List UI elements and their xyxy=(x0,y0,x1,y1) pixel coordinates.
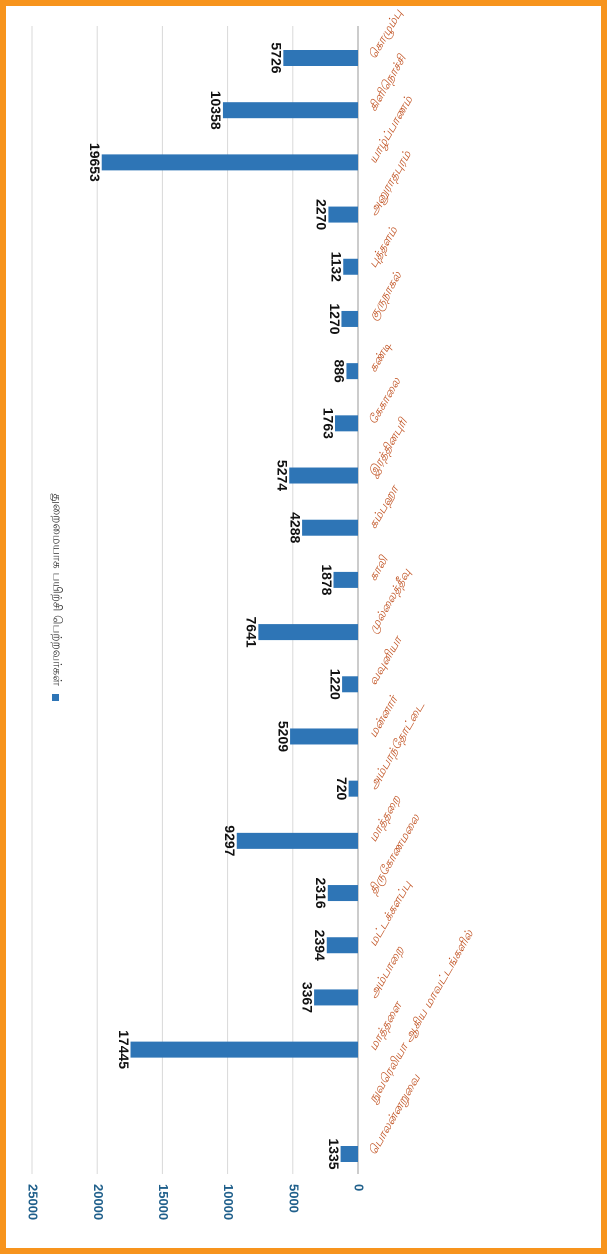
tick-labels: 0 5000 10000 15000 20000 25000 xyxy=(26,1184,367,1220)
bar xyxy=(314,989,358,1006)
category-label: புத்தளம் xyxy=(366,224,402,271)
category-label: கம்பஹா xyxy=(366,482,403,532)
category-label: வவுனியா xyxy=(366,632,406,687)
y-tick-label: 0 xyxy=(352,1184,367,1191)
bar xyxy=(302,519,358,536)
bar-value-label: 7641 xyxy=(244,617,260,648)
bar xyxy=(283,50,358,66)
y-tick-label: 25000 xyxy=(26,1184,41,1220)
bar xyxy=(340,1146,358,1162)
bar xyxy=(290,728,358,745)
bar-value-label: 3367 xyxy=(299,982,315,1013)
bar-value-label: 1763 xyxy=(320,408,336,439)
bar-value-label: 1335 xyxy=(326,1138,342,1169)
bar xyxy=(327,885,358,902)
y-tick-label: 20000 xyxy=(91,1184,106,1220)
bar xyxy=(328,206,358,223)
bar xyxy=(101,154,358,171)
bars xyxy=(101,50,358,1162)
bar xyxy=(326,937,358,954)
category-label: அம்பாறை xyxy=(366,943,408,1001)
bar-value-label: 2394 xyxy=(312,930,328,961)
bar-value-label: 17445 xyxy=(116,1030,132,1069)
bar xyxy=(222,102,358,119)
y-tick-label: 5000 xyxy=(286,1184,301,1213)
bar-value-label: 5209 xyxy=(275,721,291,752)
category-label: கண்டி xyxy=(366,339,395,375)
bar-value-label: 1220 xyxy=(327,669,343,700)
bar xyxy=(236,832,358,849)
bar xyxy=(346,363,358,380)
bar xyxy=(258,624,358,641)
bar-value-label: 10358 xyxy=(208,91,224,130)
bar xyxy=(289,467,358,484)
legend-swatch xyxy=(52,694,59,701)
category-label: குருநாகல் xyxy=(366,268,407,323)
category-labels: பொலன்னறுவைநுவரெலியா ஆகிய மாவட்டங்களில்மா… xyxy=(365,6,478,1158)
bar-value-label: 2316 xyxy=(313,877,329,908)
bar-value-label: 2270 xyxy=(314,199,330,230)
category-label: அம்பாந்தோட்டை xyxy=(366,699,430,793)
bar-chart: 0 5000 10000 15000 20000 25000 1335 17445 3367 2… xyxy=(26,6,478,1220)
bar-value-label: 9297 xyxy=(222,825,238,856)
bar-value-label: 1132 xyxy=(329,252,345,283)
bar xyxy=(343,258,358,275)
y-tick-label: 10000 xyxy=(221,1184,236,1220)
y-tick-label: 15000 xyxy=(156,1184,171,1220)
bar-value-label: 1270 xyxy=(327,303,343,334)
bar xyxy=(333,571,358,588)
bar-value-label: 19653 xyxy=(87,143,103,182)
legend: துறைமையாக பயிற்சி பெற்றவர்கள் xyxy=(50,494,65,701)
bar-value-label: 5726 xyxy=(269,42,285,73)
bar-value-label: 720 xyxy=(334,777,350,801)
bar xyxy=(341,310,358,327)
category-label: கொழும்பு xyxy=(366,6,408,62)
bar-value-label: 886 xyxy=(332,359,348,383)
gridlines xyxy=(31,26,359,1174)
bar-value-label: 1878 xyxy=(319,564,335,595)
bar xyxy=(342,676,358,693)
bar xyxy=(335,415,358,432)
bar-value-label: 4288 xyxy=(287,512,303,543)
bar xyxy=(348,780,358,797)
data-labels: 1335 17445 3367 2394 2316 9297 720 5209 1220 7641… xyxy=(87,42,350,1169)
legend-label: துறைமையாக பயிற்சி பெற்றவர்கள் xyxy=(50,494,65,687)
bar xyxy=(130,1041,358,1058)
category-label: காலி xyxy=(366,552,392,583)
bar-value-label: 5274 xyxy=(275,460,291,491)
